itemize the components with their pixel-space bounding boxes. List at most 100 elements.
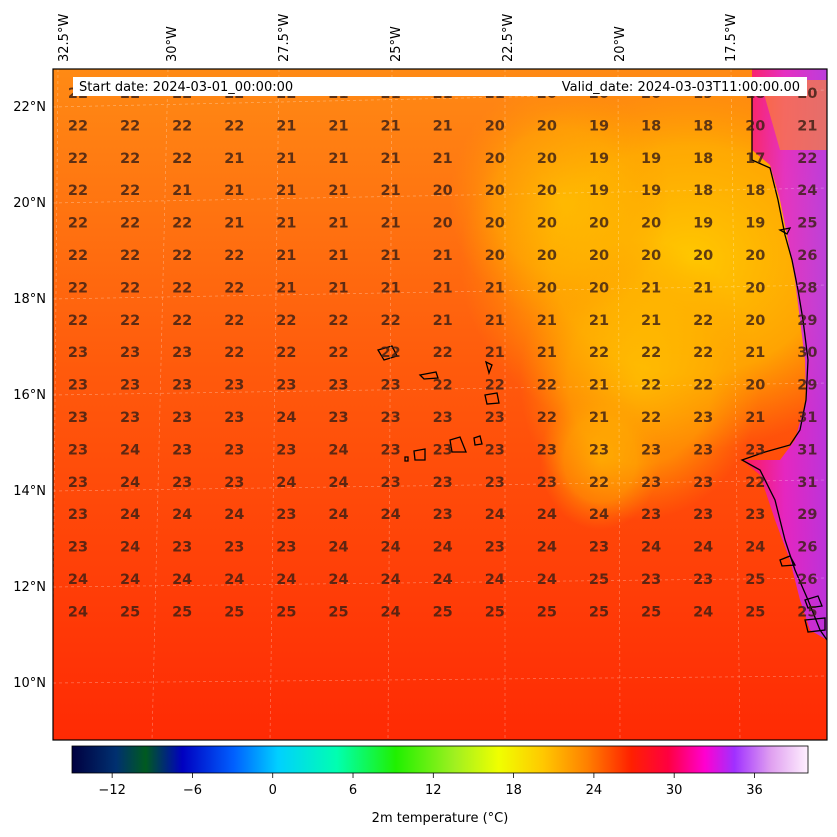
colorbar-tick-label: 24 xyxy=(586,783,603,798)
grid-value: 23 xyxy=(485,475,505,491)
grid-value: 22 xyxy=(172,313,192,329)
grid-value: 22 xyxy=(433,345,453,361)
grid-value: 25 xyxy=(797,216,817,232)
grid-value: 23 xyxy=(693,507,713,523)
grid-value: 23 xyxy=(693,572,713,588)
grid-value: 24 xyxy=(224,507,244,523)
grid-value: 22 xyxy=(68,280,88,296)
grid-value: 20 xyxy=(589,280,609,296)
grid-value: 19 xyxy=(589,118,609,134)
grid-value: 23 xyxy=(693,410,713,426)
grid-value: 24 xyxy=(381,540,401,556)
grid-value: 22 xyxy=(172,118,192,134)
grid-value: 20 xyxy=(485,216,505,232)
grid-value: 21 xyxy=(433,313,453,329)
grid-value: 24 xyxy=(276,410,296,426)
grid-value: 20 xyxy=(485,151,505,167)
grid-value: 21 xyxy=(433,280,453,296)
colorbar-tick-label: −12 xyxy=(98,783,125,798)
grid-value: 23 xyxy=(120,378,140,394)
lat-label: 12°N xyxy=(13,580,46,595)
grid-value: 24 xyxy=(381,507,401,523)
grid-value: 23 xyxy=(276,442,296,458)
grid-value: 21 xyxy=(328,248,348,264)
grid-value: 23 xyxy=(641,572,661,588)
grid-value: 24 xyxy=(328,540,348,556)
grid-value: 24 xyxy=(433,572,453,588)
grid-value: 19 xyxy=(589,151,609,167)
grid-value: 25 xyxy=(120,604,140,620)
grid-value: 23 xyxy=(433,410,453,426)
colorbar-tick-label: 18 xyxy=(505,783,522,798)
grid-value: 21 xyxy=(328,216,348,232)
grid-value: 21 xyxy=(381,183,401,199)
grid-value: 21 xyxy=(328,183,348,199)
grid-value: 23 xyxy=(485,442,505,458)
grid-value: 21 xyxy=(589,313,609,329)
grid-value: 21 xyxy=(276,118,296,134)
grid-value: 22 xyxy=(797,151,817,167)
grid-value: 24 xyxy=(693,604,713,620)
grid-value: 31 xyxy=(797,475,817,491)
grid-value: 23 xyxy=(68,540,88,556)
grid-value: 21 xyxy=(485,280,505,296)
grid-value: 22 xyxy=(381,313,401,329)
grid-value: 21 xyxy=(433,248,453,264)
grid-value: 22 xyxy=(693,313,713,329)
grid-value: 22 xyxy=(120,313,140,329)
grid-value: 24 xyxy=(381,604,401,620)
grid-value: 23 xyxy=(172,475,192,491)
grid-value: 23 xyxy=(224,410,244,426)
grid-value: 24 xyxy=(433,540,453,556)
grid-value: 21 xyxy=(433,118,453,134)
grid-value: 21 xyxy=(276,216,296,232)
grid-value: 23 xyxy=(485,410,505,426)
grid-value: 24 xyxy=(589,507,609,523)
grid-value: 22 xyxy=(68,248,88,264)
coastline xyxy=(377,95,827,641)
grid-value: 21 xyxy=(485,313,505,329)
grid-value: 19 xyxy=(693,216,713,232)
grid-value: 21 xyxy=(276,248,296,264)
grid-value: 24 xyxy=(120,442,140,458)
grid-value: 23 xyxy=(328,410,348,426)
grid-value: 25 xyxy=(745,604,765,620)
grid-value: 21 xyxy=(485,345,505,361)
grid-value: 24 xyxy=(328,507,348,523)
grid-value: 18 xyxy=(693,183,713,199)
valid-date-label: Valid_date: 2024-03-03T11:00:00.00 xyxy=(562,80,800,95)
grid-value: 24 xyxy=(68,572,88,588)
grid-value: 22 xyxy=(68,151,88,167)
grid-value: 24 xyxy=(537,572,557,588)
colorbar-title: 2m temperature (°C) xyxy=(372,811,509,826)
grid-value: 23 xyxy=(433,475,453,491)
grid-value: 21 xyxy=(641,313,661,329)
grid-value: 24 xyxy=(797,183,817,199)
grid-value: 22 xyxy=(381,345,401,361)
colorbar-tick-label: 6 xyxy=(349,783,357,798)
grid-value: 25 xyxy=(589,572,609,588)
grid-value: 24 xyxy=(276,572,296,588)
grid-value: 22 xyxy=(641,345,661,361)
grid-value: 23 xyxy=(172,378,192,394)
grid-value: 24 xyxy=(328,442,348,458)
grid-value: 22 xyxy=(537,410,557,426)
grid-value: 22 xyxy=(224,280,244,296)
grid-value: 25 xyxy=(328,604,348,620)
grid-value: 31 xyxy=(797,442,817,458)
grid-value: 23 xyxy=(224,475,244,491)
grid-value: 24 xyxy=(693,540,713,556)
grid-value: 20 xyxy=(745,378,765,394)
grid-value: 17 xyxy=(745,151,765,167)
grid-value: 23 xyxy=(641,507,661,523)
grid-value: 22 xyxy=(328,313,348,329)
grid-value: 22 xyxy=(120,118,140,134)
grid-value: 18 xyxy=(693,118,713,134)
grid-value: 21 xyxy=(172,183,192,199)
grid-value: 24 xyxy=(172,572,192,588)
grid-value: 24 xyxy=(172,507,192,523)
grid-value: 21 xyxy=(693,280,713,296)
grid-value: 21 xyxy=(381,248,401,264)
grid-value: 22 xyxy=(589,475,609,491)
grid-value: 22 xyxy=(328,345,348,361)
